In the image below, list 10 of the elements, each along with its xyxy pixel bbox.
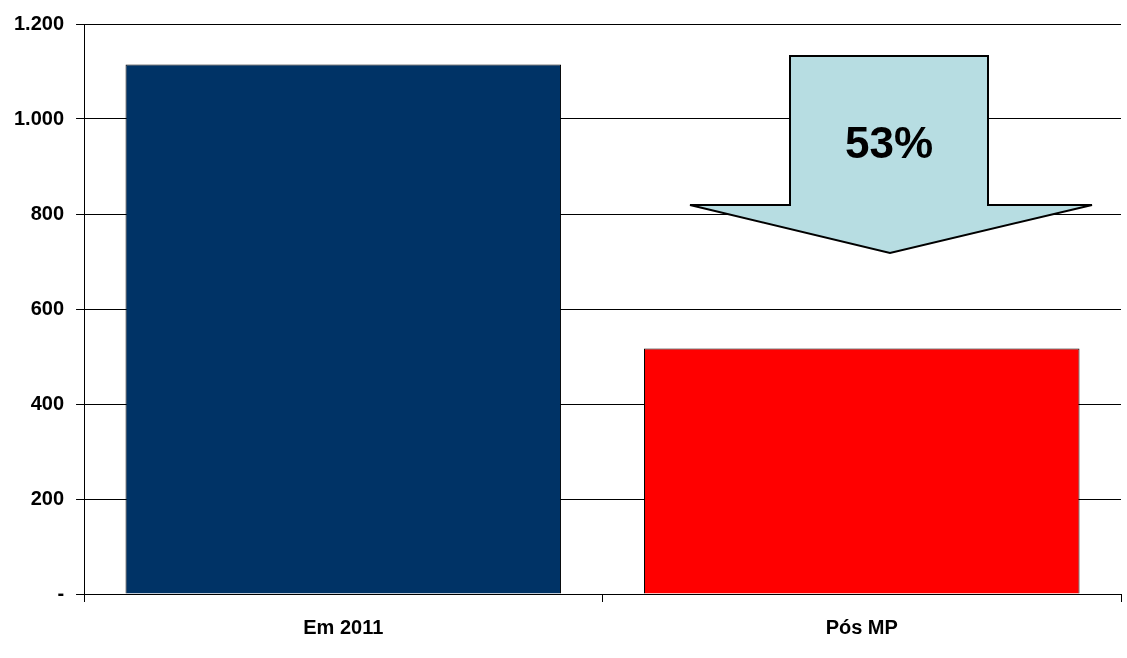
y-tick-label: - bbox=[57, 581, 65, 604]
y-tick-label: 800 bbox=[30, 201, 65, 224]
annotation: 53% bbox=[843, 118, 935, 168]
y-tick-label: 400 bbox=[30, 391, 65, 414]
y-tick-label: 1.200 bbox=[13, 11, 65, 34]
y-tick-label: 1.000 bbox=[13, 106, 65, 129]
x-tick-label: Em 2011 bbox=[303, 615, 384, 638]
x-tick-label: Pós MP bbox=[825, 615, 898, 638]
y-tick-label: 200 bbox=[30, 486, 65, 509]
y-tick-label: 600 bbox=[30, 296, 65, 319]
